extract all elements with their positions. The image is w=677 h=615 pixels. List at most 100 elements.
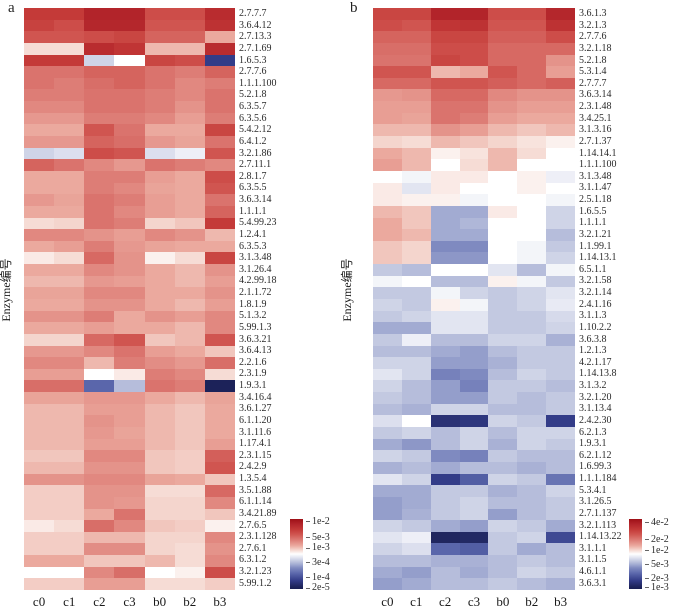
- heatmap-cell: [84, 124, 115, 137]
- heatmap-cell: [84, 31, 115, 43]
- row-label: 2.7.7.6: [239, 66, 267, 78]
- heatmap-cell: [24, 264, 55, 276]
- heatmap-cell: [114, 287, 145, 299]
- row-label: 5.2.1.8: [239, 89, 267, 101]
- row-label: 2.3.1.15: [239, 449, 272, 461]
- heatmap-cell: [24, 124, 55, 137]
- heatmap-cell: [373, 392, 402, 404]
- heatmap-cell: [84, 555, 115, 567]
- heatmap-cell: [546, 182, 575, 195]
- heatmap-cell: [84, 566, 115, 579]
- heatmap-cell: [204, 555, 235, 567]
- heatmap-cell: [24, 54, 55, 67]
- heatmap-cell: [174, 147, 205, 160]
- heatmap-cell: [373, 147, 402, 160]
- heatmap-cell: [459, 368, 489, 381]
- heatmap-cell: [144, 252, 175, 265]
- panel-b-row-labels: 3.6.1.3 3.2.1.3 2.7.7.6 3.2.1.18 5.2.1.8 5.3.…: [579, 8, 622, 589]
- heatmap-cell: [488, 217, 518, 230]
- heatmap-cell: [546, 555, 575, 567]
- heatmap-cell: [546, 508, 575, 521]
- heatmap-cell: [430, 450, 460, 462]
- row-label: 2.7.1.137: [579, 507, 617, 519]
- column-label: c0: [32, 594, 46, 609]
- heatmap-cell: [114, 77, 145, 90]
- heatmap-cell: [517, 252, 547, 265]
- row-label: 1.8.1.9: [239, 298, 267, 310]
- heatmap-cell: [488, 8, 518, 20]
- heatmap-cell: [84, 252, 115, 265]
- heatmap-cell: [54, 217, 85, 230]
- row-label: 5.4.2.12: [239, 124, 272, 136]
- colorbar-tick-label: 1e-2: [645, 545, 669, 556]
- heatmap-cell: [401, 322, 431, 334]
- heatmap-cell: [459, 19, 489, 32]
- column-label: c3: [467, 594, 481, 609]
- heatmap-cell: [373, 473, 402, 486]
- heatmap-cell: [488, 531, 518, 544]
- heatmap-cell: [488, 182, 518, 195]
- heatmap-cell: [517, 496, 547, 509]
- heatmap-cell: [517, 264, 547, 276]
- heatmap-cell: [401, 403, 431, 416]
- heatmap-cell: [373, 380, 402, 393]
- heatmap-cell: [204, 252, 235, 265]
- heatmap-cell: [459, 170, 489, 183]
- heatmap-cell: [204, 275, 235, 288]
- heatmap-cell: [204, 473, 235, 486]
- heatmap-cell: [373, 543, 402, 556]
- heatmap-cell: [488, 578, 518, 590]
- heatmap-cell: [546, 229, 575, 241]
- heatmap-cell: [488, 252, 518, 265]
- colorbar-tick-label: 5e-3: [306, 532, 330, 543]
- heatmap-cell: [174, 357, 205, 369]
- heatmap-cell: [84, 333, 115, 346]
- heatmap-cell: [373, 566, 402, 579]
- heatmap-cell: [24, 205, 55, 218]
- heatmap-cell: [459, 438, 489, 451]
- heatmap-cell: [401, 287, 431, 299]
- row-label: 1.9.3.1: [239, 380, 267, 391]
- heatmap-cell: [517, 205, 547, 218]
- heatmap-cell: [54, 485, 85, 497]
- colorbar-tick-label: 1e-3: [645, 582, 669, 593]
- heatmap-cell: [174, 415, 205, 428]
- heatmap-cell: [204, 42, 235, 55]
- heatmap-cell: [373, 252, 402, 265]
- heatmap-cell: [54, 42, 85, 55]
- panel-a-row-labels: 2.7.7.7 3.6.4.12 2.7.13.3 2.7.1.69 1.6.5.3 2.…: [239, 8, 277, 589]
- heatmap-cell: [401, 8, 431, 20]
- heatmap-cell: [517, 322, 547, 334]
- heatmap-cell: [373, 77, 402, 90]
- heatmap-cell: [174, 345, 205, 358]
- heatmap-cell: [401, 205, 431, 218]
- heatmap-cell: [459, 310, 489, 323]
- heatmap-cell: [114, 240, 145, 253]
- heatmap-cell: [174, 287, 205, 299]
- row-label: 6.3.5.7: [239, 101, 267, 112]
- heatmap-cell: [517, 357, 547, 369]
- heatmap-cell: [517, 19, 547, 32]
- row-label: 1.9.3.1: [579, 438, 607, 450]
- heatmap-cell: [204, 496, 235, 509]
- heatmap-cell: [546, 380, 575, 393]
- heatmap-cell: [114, 252, 145, 265]
- row-label: 3.6.1.3: [579, 8, 607, 19]
- heatmap-cell: [174, 508, 205, 521]
- heatmap-cell: [114, 496, 145, 509]
- heatmap-cell: [24, 566, 55, 579]
- heatmap-cell: [459, 264, 489, 276]
- heatmap-cell: [114, 31, 145, 43]
- heatmap-cell: [114, 450, 145, 462]
- heatmap-cell: [517, 299, 547, 311]
- heatmap-cell: [204, 31, 235, 43]
- heatmap-cell: [114, 194, 145, 206]
- heatmap-cell: [204, 66, 235, 78]
- heatmap-cell: [373, 182, 402, 195]
- heatmap-cell: [204, 543, 235, 556]
- heatmap-cell: [84, 182, 115, 195]
- row-label: 3.6.3.1: [579, 577, 607, 589]
- row-label: 2.1.1.72: [239, 287, 272, 298]
- heatmap-cell: [144, 380, 175, 393]
- row-label: 5.4.99.23: [239, 217, 277, 229]
